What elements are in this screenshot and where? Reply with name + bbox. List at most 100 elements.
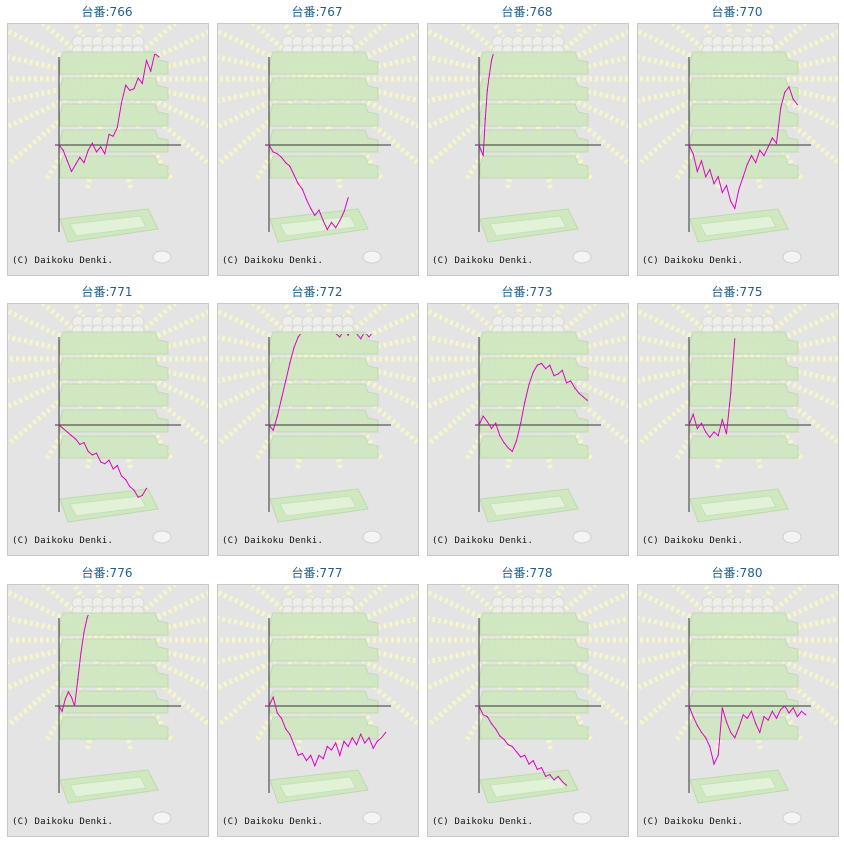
data-point: [515, 440, 518, 442]
data-point: [67, 691, 69, 693]
chart-title[interactable]: 台番:768: [501, 5, 553, 19]
machine-chart-card: 台番:773 (C) Daikoku Denki.: [422, 280, 632, 560]
data-point: [289, 733, 291, 735]
series-line: [268, 334, 373, 432]
data-point: [692, 413, 694, 415]
data-point: [532, 760, 534, 762]
copyright-text: (C) Daikoku Denki.: [642, 817, 744, 827]
chart-title[interactable]: 台番:770: [711, 5, 763, 19]
chart-panel: (C) Daikoku Denki.: [217, 303, 419, 556]
data-point: [310, 754, 312, 756]
data-point: [368, 336, 370, 338]
data-point: [289, 165, 291, 167]
data-point: [100, 146, 102, 148]
chart-panel: (C) Daikoku Denki.: [217, 584, 419, 837]
data-point: [137, 496, 139, 498]
data-point: [553, 375, 555, 377]
data-point: [750, 710, 753, 712]
data-point: [95, 151, 98, 153]
data-point: [61, 710, 63, 712]
data-point: [700, 160, 703, 162]
chart-svg: [8, 585, 208, 825]
data-point: [368, 737, 370, 739]
copyright-text: (C) Daikoku Denki.: [432, 817, 534, 827]
data-point: [565, 382, 568, 384]
data-point: [150, 70, 152, 72]
data-point: [272, 429, 274, 431]
data-point: [490, 427, 493, 430]
chart-panel: (C) Daikoku Denki.: [637, 23, 839, 276]
data-point: [763, 155, 765, 157]
data-point: [763, 716, 765, 718]
data-point: [482, 415, 484, 417]
chart-title[interactable]: 台番:771: [81, 285, 133, 299]
data-point: [347, 197, 349, 199]
data-point: [480, 149, 482, 151]
series-line: [688, 338, 736, 439]
data-point: [734, 338, 736, 340]
chart-title[interactable]: 台番:775: [711, 285, 763, 299]
data-point: [58, 144, 60, 146]
data-point: [74, 705, 76, 707]
copyright-text: (C) Daikoku Denki.: [222, 536, 324, 546]
data-point: [268, 144, 270, 146]
machine-background-art: [218, 585, 418, 825]
chart-title[interactable]: 台番:778: [501, 566, 553, 580]
data-point: [792, 98, 794, 100]
data-point: [335, 227, 337, 229]
data-point: [120, 475, 123, 477]
data-point: [524, 401, 526, 403]
chart-title[interactable]: 台番:776: [81, 566, 133, 580]
data-point: [330, 221, 333, 223]
data-point: [83, 442, 85, 444]
chart-title[interactable]: 台番:773: [501, 285, 553, 299]
data-point: [780, 107, 782, 109]
chart-title[interactable]: 台番:777: [291, 566, 343, 580]
data-point: [557, 373, 559, 375]
data-point: [511, 450, 513, 452]
data-point: [293, 174, 295, 176]
data-point: [70, 170, 73, 172]
data-point: [486, 716, 488, 718]
data-point: [713, 431, 715, 433]
data-point: [709, 745, 711, 748]
data-point: [713, 183, 715, 185]
data-point: [705, 431, 707, 433]
data-point: [129, 89, 131, 91]
data-point: [507, 744, 509, 746]
machine-background-art: [218, 24, 418, 264]
chart-title[interactable]: 台番:766: [81, 5, 133, 19]
data-point: [83, 162, 85, 164]
data-point: [104, 153, 106, 155]
data-point: [750, 155, 753, 157]
data-point: [574, 387, 576, 389]
chart-title[interactable]: 台番:780: [711, 566, 763, 580]
data-point: [360, 733, 362, 735]
data-point: [755, 723, 757, 725]
chart-svg: [8, 24, 208, 264]
data-point: [713, 763, 715, 765]
data-point: [91, 454, 93, 456]
data-point: [104, 463, 106, 465]
data-point: [301, 188, 303, 190]
chart-svg: [428, 585, 628, 825]
machine-background-art: [638, 24, 838, 264]
data-point: [705, 176, 707, 178]
data-point: [499, 435, 501, 437]
chart-panel: (C) Daikoku Denki.: [427, 584, 629, 837]
data-point: [482, 714, 484, 716]
data-point: [565, 784, 568, 786]
chart-title[interactable]: 台番:772: [291, 285, 343, 299]
data-point: [705, 737, 707, 739]
data-point: [725, 184, 728, 187]
data-point: [276, 415, 278, 417]
data-point: [280, 398, 283, 400]
series-line: [478, 705, 567, 786]
chart-title[interactable]: 台番:767: [291, 5, 343, 19]
machine-background-art: [8, 24, 208, 264]
machine-background-art: [428, 585, 628, 825]
data-point: [696, 724, 698, 726]
data-point: [696, 170, 698, 172]
data-point: [116, 126, 118, 128]
chart-svg: [638, 24, 838, 264]
